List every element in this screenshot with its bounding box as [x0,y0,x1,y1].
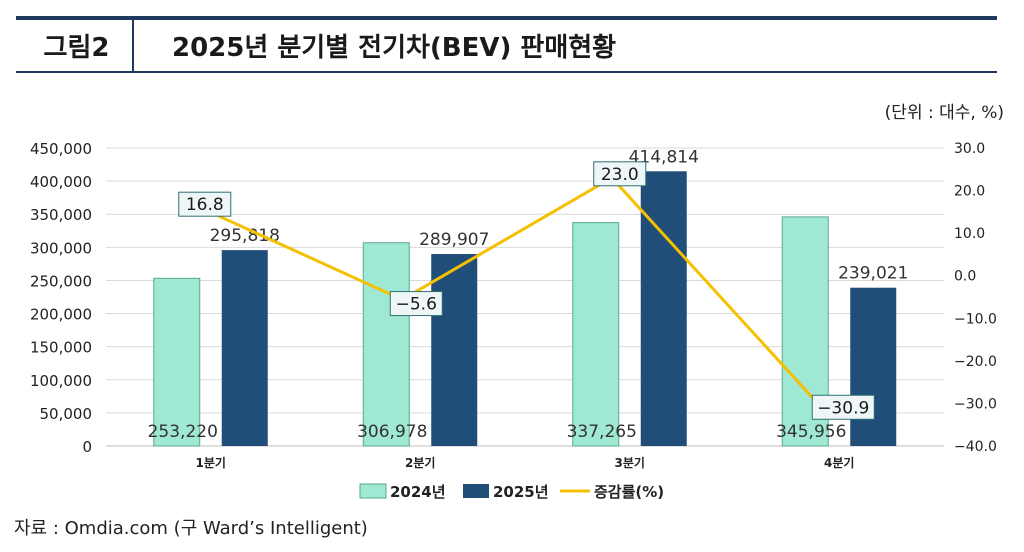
right-axis-tick: −30.0 [954,396,997,412]
legend-swatch-2025 [463,484,489,498]
legend-label-2024: 2024년 [390,483,446,501]
bar-2024-label: 253,220 [148,422,218,442]
bar-2024 [153,277,201,447]
bar-2024-label: 337,265 [567,422,637,442]
bar-2025-label: 289,907 [419,230,489,250]
growth-label-box [811,394,875,420]
bar-2025 [850,287,897,446]
left-axis-tick: 450,000 [30,140,92,158]
growth-label-box [593,161,647,187]
category-label: 4분기 [824,455,854,470]
left-axis-tick: 0 [82,438,92,456]
growth-label: −5.6 [396,295,437,315]
left-axis-tick: 350,000 [30,206,92,224]
bar-2024-label: 306,978 [357,422,427,442]
legend-label-growth: 증감률(%) [594,483,664,501]
left-axis-tick: 250,000 [30,272,92,290]
bar-2025 [640,171,687,446]
unit-note: (단위 : 대수, %) [884,103,1004,123]
growth-label: 16.8 [186,195,224,215]
right-axis-tick: 30.0 [954,141,985,157]
bar-2024-label: 345,956 [776,422,846,442]
figure-label: 그림2 [43,33,110,63]
header-bottom-rule [16,71,997,73]
growth-label-box [178,191,232,217]
header-top-rule [16,16,997,20]
bar-2025-label: 239,021 [838,264,908,284]
growth-label: −30.9 [817,398,869,418]
right-axis-tick: 20.0 [954,184,985,200]
left-axis-tick: 300,000 [30,239,92,257]
bar-2024 [362,242,410,447]
bar-2024 [572,222,620,447]
bar-2025 [431,254,478,446]
right-axis-tick: 0.0 [954,269,976,285]
legend-swatch-2024 [359,483,387,499]
left-axis-tick: 50,000 [40,405,93,423]
right-axis-tick: −40.0 [954,439,997,455]
left-axis-tick: 100,000 [30,372,92,390]
left-axis-tick: 200,000 [30,306,92,324]
growth-label-box [389,291,443,317]
figure-title: 2025년 분기별 전기차(BEV) 판매현황 [172,33,617,63]
bar-2025 [221,250,268,446]
bar-2025-label: 295,818 [210,226,280,246]
legend-label-2025: 2025년 [493,483,549,501]
category-label: 2분기 [405,455,435,470]
left-axis-tick: 400,000 [30,173,92,191]
right-axis-tick: 10.0 [954,226,985,242]
growth-label: 23.0 [601,165,639,185]
growth-rate-line [192,176,823,409]
right-axis-tick: −10.0 [954,311,997,327]
category-label: 1분기 [196,455,226,470]
left-axis-tick: 150,000 [30,339,92,357]
source-note: 자료 : Omdia.com (구 Ward’s Intelligent) [14,518,368,539]
right-axis-tick: −20.0 [954,354,997,370]
header-separator [132,20,134,71]
category-label: 3분기 [615,455,645,470]
